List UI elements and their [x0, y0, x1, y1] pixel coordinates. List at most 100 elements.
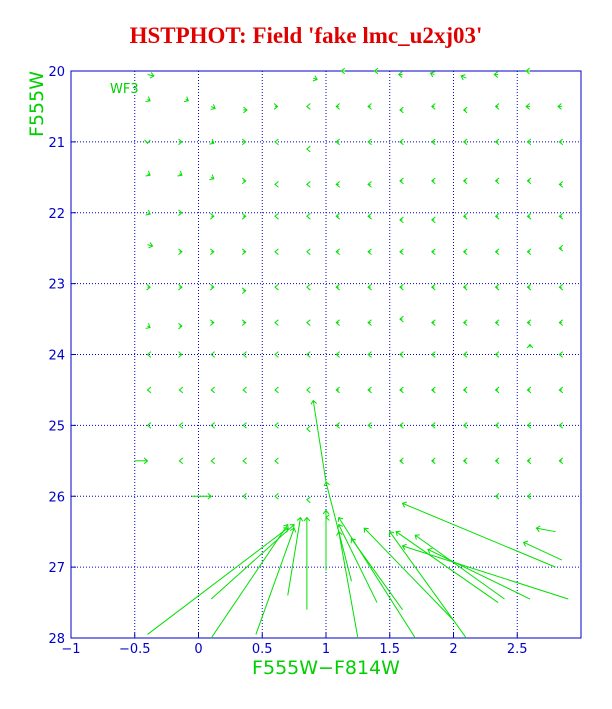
vector-mark [274, 181, 279, 188]
vector-head [431, 138, 436, 146]
vector-head [178, 422, 184, 429]
vector-head [494, 319, 500, 326]
vector-head [431, 319, 436, 326]
vector-head [526, 492, 532, 500]
vector-head [526, 138, 532, 146]
vector-head [526, 213, 532, 220]
vector-head [178, 209, 183, 217]
vector-line [402, 502, 556, 568]
vector-mark [306, 425, 311, 433]
vector-head [178, 386, 184, 394]
vector-head [337, 516, 344, 523]
vector-head [274, 422, 279, 429]
vector-head [241, 177, 247, 185]
vector-head [335, 181, 340, 188]
vector-head [350, 538, 356, 544]
vector-head [178, 351, 183, 358]
vector-mark [494, 177, 500, 185]
vector-mark [526, 343, 534, 349]
vector-mark [363, 527, 454, 621]
x-tick-label: 0 [194, 642, 202, 657]
vector-head [303, 516, 311, 522]
vector-head [306, 425, 311, 433]
vector-head [535, 525, 541, 532]
vector-head [526, 422, 532, 429]
vector-mark [210, 213, 215, 220]
vector-mark [322, 509, 330, 571]
vector-head [558, 283, 564, 291]
vector-head [431, 103, 436, 110]
vector-head [335, 103, 340, 110]
vector-head [525, 103, 530, 110]
vector-mark [494, 103, 500, 110]
vector-head [414, 534, 420, 540]
vector-mark [210, 457, 216, 465]
y-tick-label: 25 [48, 419, 65, 434]
vector-mark [350, 538, 403, 610]
vector-head [462, 248, 468, 256]
vector-head [178, 457, 184, 465]
vector-mark [210, 386, 216, 394]
vector-mark [210, 524, 295, 600]
vector-mark [367, 283, 372, 291]
vector-mark [337, 523, 378, 603]
vector-mark [274, 386, 279, 394]
vector-head [522, 540, 529, 547]
vector-head [367, 319, 372, 326]
vector-mark [306, 283, 311, 291]
vector-head [337, 523, 344, 530]
vector-mark [431, 457, 436, 465]
vector-mark [367, 138, 372, 146]
vector-head [310, 399, 317, 405]
vector-head [462, 138, 468, 146]
vector-mark [274, 283, 279, 291]
vector-mark [494, 422, 500, 429]
vector-mark [335, 181, 340, 188]
vector-mark [462, 138, 468, 146]
vector-mark [255, 527, 297, 635]
vector-head [306, 248, 311, 256]
vector-mark [147, 242, 154, 249]
vector-head [399, 315, 404, 323]
vector-head [399, 351, 404, 358]
vector-head [312, 75, 318, 82]
vector-mark [494, 248, 500, 256]
vector-line [402, 545, 569, 600]
vector-line [147, 244, 153, 247]
vector-head [274, 319, 279, 326]
vector-mark [241, 248, 247, 256]
vector-head [306, 496, 311, 504]
vector-head [306, 145, 311, 153]
vector-head [210, 457, 216, 465]
vector-mark [558, 386, 564, 394]
vector-head [306, 319, 311, 326]
vector-head [178, 283, 183, 291]
vector-head [367, 181, 372, 188]
vector-line [147, 74, 154, 77]
vector-mark [558, 138, 564, 146]
panel-label: WF3 [110, 82, 139, 97]
vector-line [338, 524, 378, 603]
vector-mark [210, 104, 216, 110]
x-axis-label: F555W−F814W [252, 657, 400, 679]
vector-head [335, 422, 340, 429]
vector-head [431, 248, 436, 256]
vector-head [178, 248, 183, 256]
vector-mark [431, 248, 436, 256]
vector-mark [558, 319, 564, 326]
vector-head [340, 67, 346, 75]
vector-mark [144, 139, 151, 145]
vector-head [399, 177, 404, 185]
vector-mark [429, 71, 435, 78]
vector-head [146, 386, 152, 394]
vector-line [414, 534, 505, 600]
vector-head [399, 106, 404, 114]
x-tick-label: 0.5 [252, 642, 273, 657]
y-tick-label: 28 [48, 632, 65, 647]
x-tick-label: 1.5 [379, 642, 400, 657]
vector-head [210, 319, 215, 326]
vector-head [431, 457, 436, 465]
vector-mark [431, 283, 436, 291]
vector-head [460, 74, 466, 81]
vector-mark [431, 422, 436, 429]
